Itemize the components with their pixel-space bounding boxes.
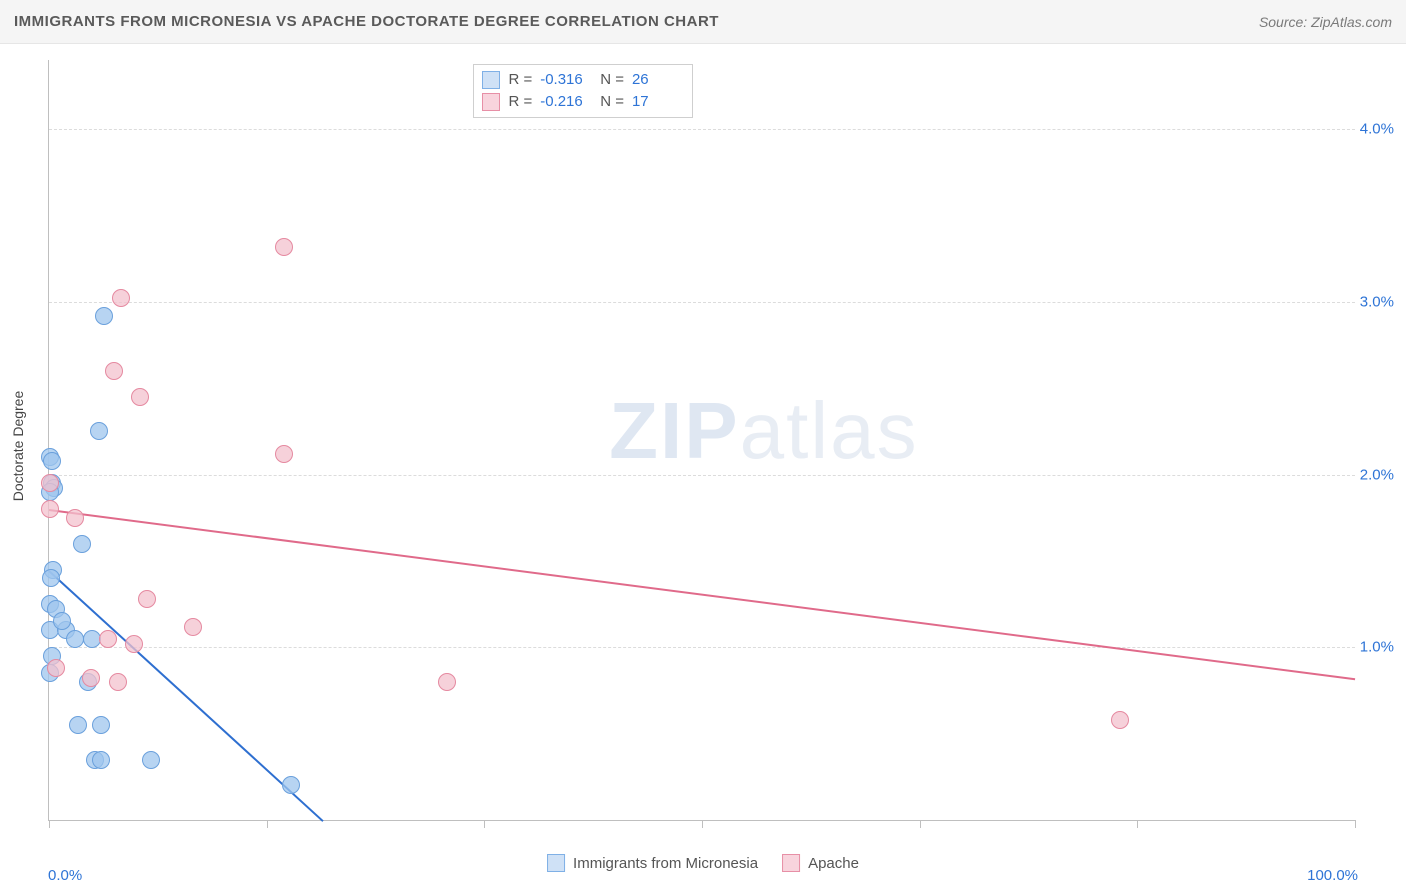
- stat-n-label: N =: [600, 69, 624, 91]
- x-tick: [267, 820, 268, 828]
- legend-swatch: [782, 854, 800, 872]
- data-point: [47, 659, 65, 677]
- x-tick: [484, 820, 485, 828]
- legend-item: Apache: [782, 854, 859, 872]
- y-tick-label: 1.0%: [1360, 639, 1394, 656]
- legend-label: Apache: [808, 855, 859, 872]
- legend-swatch: [482, 71, 500, 89]
- data-point: [92, 751, 110, 769]
- regression-line: [49, 509, 1355, 680]
- data-point: [275, 445, 293, 463]
- x-tick: [920, 820, 921, 828]
- y-axis-label: Doctorate Degree: [10, 391, 26, 502]
- watermark: ZIPatlas: [609, 385, 918, 477]
- data-point: [92, 716, 110, 734]
- data-point: [53, 612, 71, 630]
- x-tick: [49, 820, 50, 828]
- legend-stat-row: R = -0.216 N = 17: [482, 91, 684, 113]
- data-point: [95, 307, 113, 325]
- data-point: [66, 509, 84, 527]
- data-point: [105, 362, 123, 380]
- stat-n-value: 17: [632, 91, 684, 113]
- stat-n-value: 26: [632, 69, 684, 91]
- legend-swatch: [482, 93, 500, 111]
- data-point: [42, 569, 60, 587]
- data-point: [73, 535, 91, 553]
- gridline: [49, 647, 1355, 648]
- title-bar: IMMIGRANTS FROM MICRONESIA VS APACHE DOC…: [0, 0, 1406, 44]
- y-tick-label: 3.0%: [1360, 293, 1394, 310]
- data-point: [90, 422, 108, 440]
- data-point: [41, 474, 59, 492]
- data-point: [109, 673, 127, 691]
- data-point: [66, 630, 84, 648]
- stat-r-label: R =: [508, 91, 532, 113]
- data-point: [82, 669, 100, 687]
- data-point: [142, 751, 160, 769]
- y-tick-label: 2.0%: [1360, 466, 1394, 483]
- source-attribution: Source: ZipAtlas.com: [1259, 14, 1392, 30]
- plot-area: ZIPatlas R = -0.316 N = 26 R = -0.216 N = 17: [48, 60, 1355, 821]
- gridline: [49, 129, 1355, 130]
- x-axis-end-label: 100.0%: [1307, 867, 1358, 884]
- stat-r-value: -0.216: [540, 91, 592, 113]
- stat-n-label: N =: [600, 91, 624, 113]
- legend-stat-row: R = -0.316 N = 26: [482, 69, 684, 91]
- gridline: [49, 302, 1355, 303]
- x-tick: [1355, 820, 1356, 828]
- data-point: [112, 289, 130, 307]
- data-point: [138, 590, 156, 608]
- data-point: [99, 630, 117, 648]
- x-tick: [702, 820, 703, 828]
- gridline: [49, 475, 1355, 476]
- y-tick-label: 4.0%: [1360, 121, 1394, 138]
- legend-stats-box: R = -0.316 N = 26 R = -0.216 N = 17: [473, 64, 693, 118]
- data-point: [184, 618, 202, 636]
- legend-swatch: [547, 854, 565, 872]
- data-point: [438, 673, 456, 691]
- chart-title: IMMIGRANTS FROM MICRONESIA VS APACHE DOC…: [14, 13, 719, 30]
- data-point: [275, 238, 293, 256]
- data-point: [1111, 711, 1129, 729]
- legend-item: Immigrants from Micronesia: [547, 854, 758, 872]
- data-point: [131, 388, 149, 406]
- data-point: [282, 776, 300, 794]
- data-point: [43, 452, 61, 470]
- stat-r-value: -0.316: [540, 69, 592, 91]
- legend-bottom: Immigrants from Micronesia Apache: [547, 854, 859, 872]
- x-tick: [1137, 820, 1138, 828]
- legend-label: Immigrants from Micronesia: [573, 855, 758, 872]
- stat-r-label: R =: [508, 69, 532, 91]
- data-point: [125, 635, 143, 653]
- data-point: [41, 500, 59, 518]
- data-point: [69, 716, 87, 734]
- x-axis-start-label: 0.0%: [48, 867, 82, 884]
